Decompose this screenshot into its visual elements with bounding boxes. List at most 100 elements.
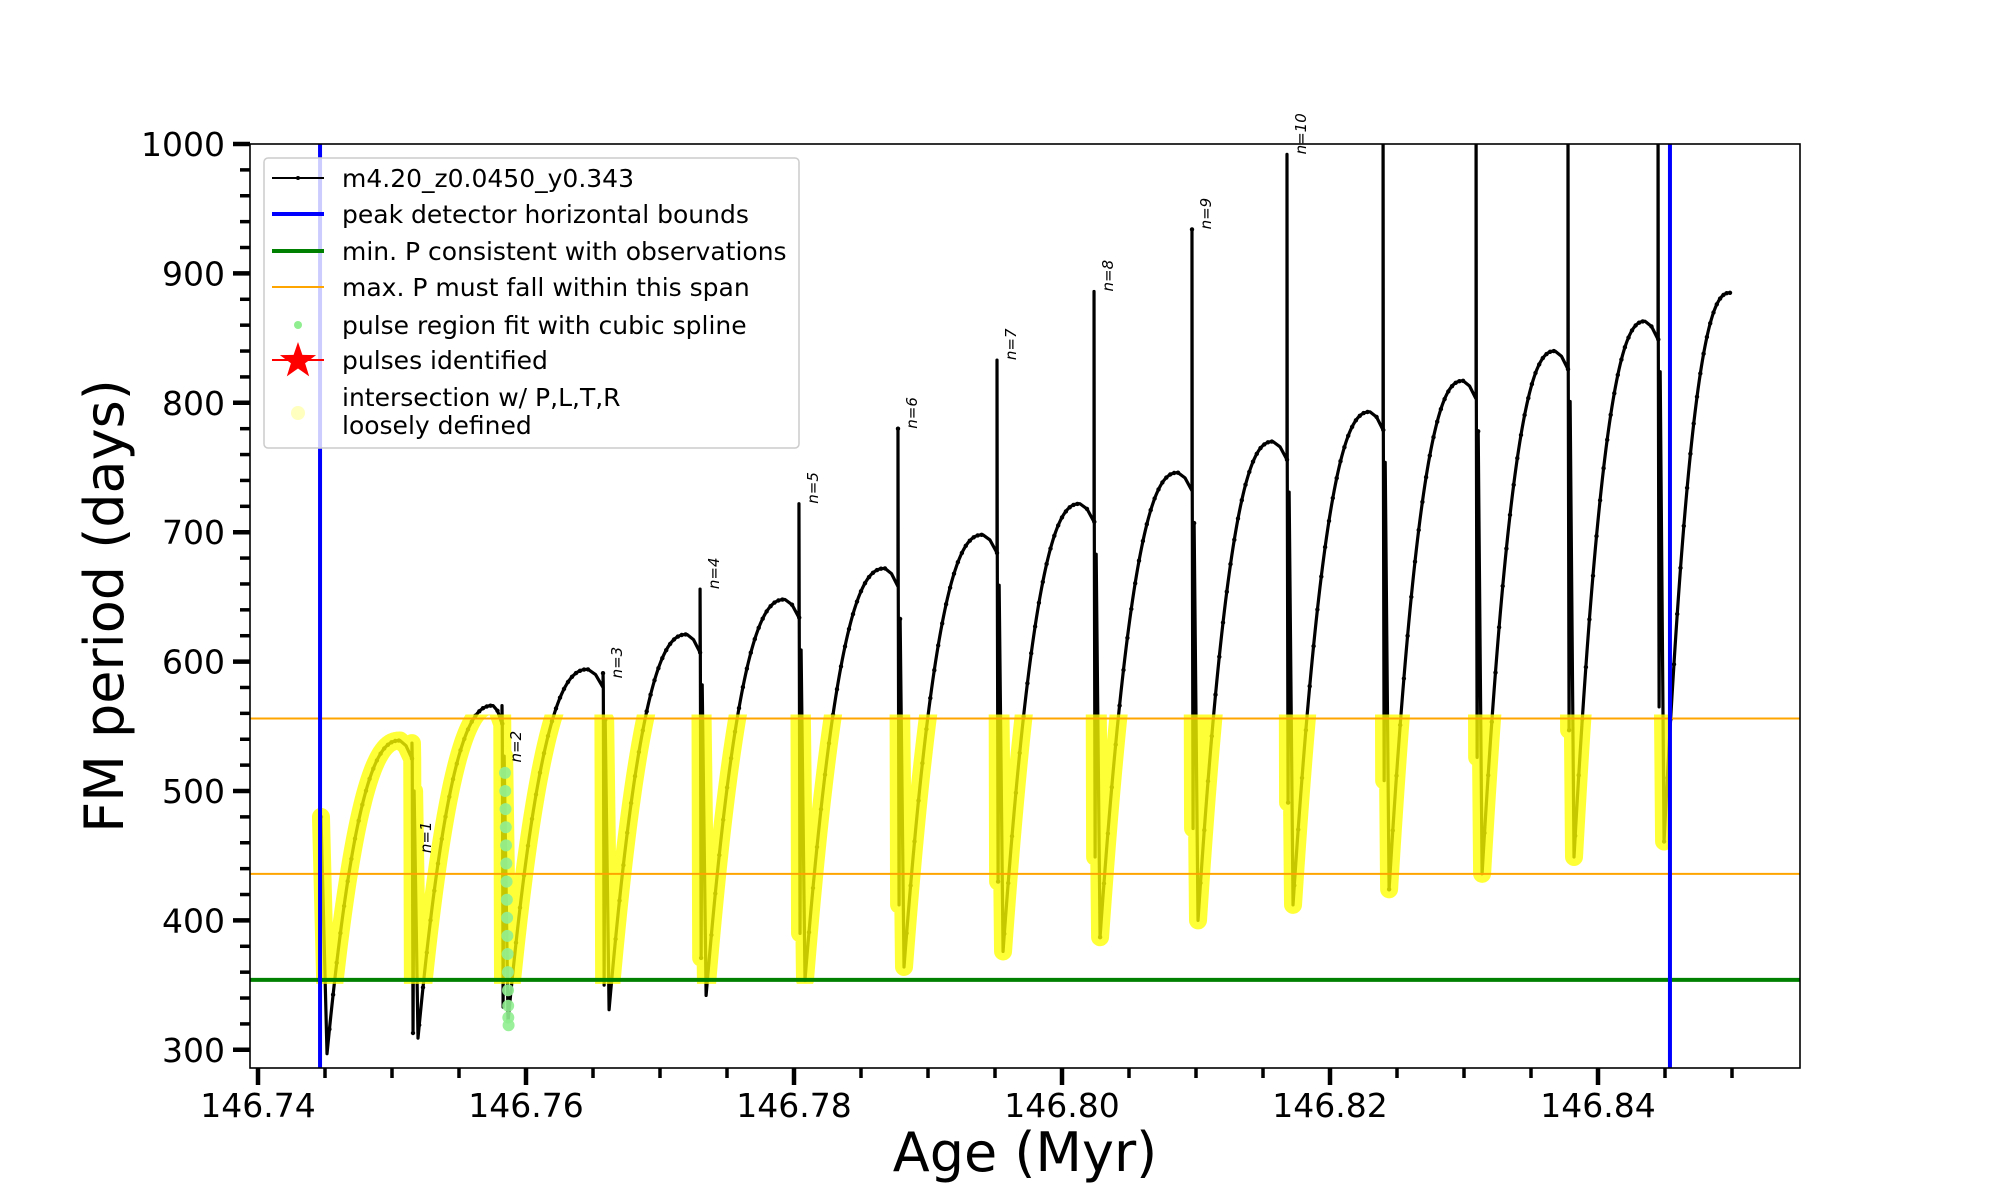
model-point (1381, 427, 1386, 433)
model-point (1474, 64, 1478, 68)
model-point (854, 599, 860, 604)
model-point (644, 709, 649, 714)
model-point (1040, 579, 1046, 585)
model-point (943, 602, 949, 607)
model-point (1427, 453, 1433, 458)
model-point (600, 671, 606, 676)
legend-label: pulses identified (342, 346, 548, 375)
legend-label: pulse region fit with cubic spline (342, 311, 747, 340)
legend-item: peak detector horizontal bounds (272, 200, 749, 229)
model-point (1213, 692, 1218, 697)
model-point (866, 574, 872, 580)
legend-swatch-circle (291, 406, 305, 420)
pulse-label: n=5 (804, 472, 822, 504)
model-point (1533, 370, 1538, 376)
model-point (1694, 394, 1700, 399)
model-point (1438, 406, 1444, 412)
model-point (1117, 703, 1122, 708)
x-tick-label: 146.74 (200, 1086, 315, 1125)
model-point (1357, 413, 1363, 418)
model-point (1701, 351, 1706, 356)
model-point (1349, 424, 1355, 430)
model-point (797, 615, 802, 620)
spline-point (501, 911, 514, 924)
model-point (1243, 482, 1248, 487)
pulse-label: n=1 (417, 821, 435, 853)
legend-star-icon (279, 342, 317, 377)
model-point (736, 705, 742, 711)
model-point (1029, 651, 1034, 656)
model-point (573, 670, 579, 676)
y-tick-label: 400 (162, 901, 225, 940)
y-tick-label: 600 (162, 643, 225, 682)
model-point (561, 686, 567, 692)
model-point (1220, 620, 1226, 625)
model-point (1025, 681, 1030, 686)
model-point (1504, 546, 1509, 551)
legend-label: max. P must fall within this span (342, 273, 750, 302)
model-point (327, 1027, 332, 1032)
model-point (1409, 594, 1414, 600)
spline-point (501, 948, 514, 961)
model-point (671, 637, 677, 642)
model-point (1247, 469, 1252, 475)
x-tick-label: 146.78 (736, 1086, 851, 1125)
model-point (553, 706, 559, 711)
model-point (667, 641, 673, 647)
model-point (1453, 380, 1458, 385)
model-point (1688, 451, 1693, 456)
model-point (1704, 334, 1710, 340)
model-point (1601, 466, 1606, 471)
model-point (1239, 498, 1245, 503)
model-point (1636, 320, 1642, 325)
model-point (656, 666, 661, 671)
model-point (330, 992, 336, 997)
legend-item: pulse region fit with cubic spline (294, 311, 747, 340)
model-point (1717, 296, 1723, 301)
model-point (484, 704, 489, 709)
model-point (1583, 664, 1589, 670)
model-point (1711, 310, 1716, 315)
model-point (1338, 459, 1343, 464)
model-point (882, 566, 888, 571)
model-point (480, 706, 486, 711)
model-point (932, 668, 937, 673)
intersection-highlight (311, 714, 1670, 984)
spline-point (498, 766, 511, 779)
model-point (1254, 451, 1260, 456)
model-point (959, 550, 965, 556)
model-point (1612, 391, 1617, 396)
model-point (1044, 561, 1049, 567)
model-point (1144, 522, 1150, 527)
model-point (1315, 607, 1320, 612)
model-point (768, 604, 773, 609)
model-point (675, 634, 681, 639)
model-point (947, 585, 953, 590)
model-point (1496, 625, 1502, 630)
model-point (1526, 395, 1531, 401)
model-point (1460, 378, 1466, 383)
model-point (1493, 670, 1498, 675)
model-point (971, 535, 976, 540)
spline-point (499, 785, 512, 797)
model-point (1032, 624, 1038, 629)
model-point (1071, 502, 1076, 508)
y-tick-label: 300 (162, 1031, 225, 1070)
pulse-labels: n=1 n=2 n=3 n=4 n=5 n=6 n=7 n=8 n=9 n=10 (417, 113, 1310, 853)
legend-box (263, 157, 800, 449)
model-point (838, 664, 844, 669)
model-point (1587, 617, 1592, 622)
model-point (1152, 496, 1157, 501)
model-point (495, 708, 500, 713)
model-point (1262, 442, 1267, 447)
model-point (1416, 527, 1421, 533)
model-point (1423, 475, 1429, 480)
model-point (1346, 433, 1351, 438)
model-point (1056, 523, 1061, 528)
x-tick-label: 146.76 (468, 1086, 583, 1125)
model-point (1622, 345, 1628, 350)
model-point (1250, 459, 1256, 464)
model-point (1714, 302, 1720, 307)
spline-point (500, 857, 513, 870)
model-point (1307, 684, 1312, 689)
